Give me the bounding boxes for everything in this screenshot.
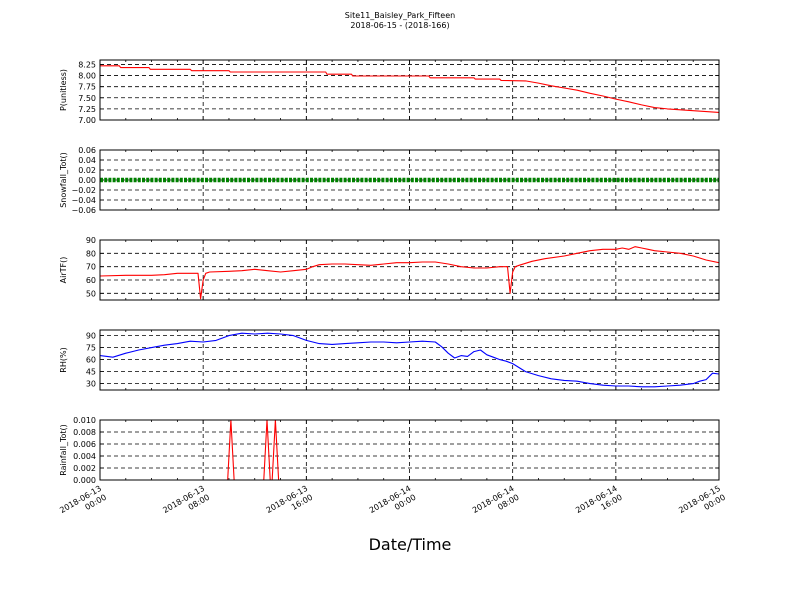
series-line (100, 65, 719, 113)
y-tick-label: 0.04 (78, 156, 96, 165)
y-axis-label: Rainfall_Tot() (59, 424, 68, 476)
y-tick-label: 90 (86, 236, 96, 245)
y-tick-label: 90 (86, 332, 96, 341)
y-tick-label: 0.002 (73, 464, 96, 473)
series-line (100, 332, 719, 388)
y-tick-label: −0.06 (71, 206, 96, 215)
y-tick-label: 0.010 (73, 416, 96, 425)
x-axis-label: Date/Time (369, 535, 452, 554)
subplot-panels: 7.00 7.25 7.50 7.75 8.00 8.25 P(unitless) −0.06… (59, 59, 720, 485)
y-tick-label: 0.02 (78, 166, 96, 175)
y-tick-label: 8.00 (78, 72, 96, 81)
y-axis-label: RH(%) (59, 347, 68, 372)
y-tick-label: 7.00 (78, 116, 96, 125)
y-axis-label: Snowfall_Tot() (59, 152, 68, 208)
series-line (100, 420, 719, 480)
y-tick-label: 45 (86, 368, 96, 377)
subplot-1: 7.00 7.25 7.50 7.75 8.00 8.25 P(unitless) (59, 59, 720, 125)
y-tick-label: 70 (86, 263, 96, 272)
y-tick-label: −0.02 (71, 186, 96, 195)
y-tick-label: 30 (86, 380, 96, 389)
subplot-4: 30 45 60 75 90 RH(%) (59, 329, 720, 391)
subplot-2: −0.06−0.04−0.020.000.020.040.06 Snowfall_… (59, 146, 720, 215)
y-tick-label: 0.000 (73, 476, 96, 485)
y-tick-label: 60 (86, 356, 96, 365)
y-tick-label: −0.04 (71, 196, 96, 205)
y-tick-label: 0.06 (78, 146, 96, 155)
subplot-5: 0.000 0.002 0.004 0.006 0.008 0.010 Rainfall_T… (59, 416, 720, 485)
series-line (100, 246, 719, 300)
y-tick-label: 75 (86, 344, 96, 353)
y-tick-label: 0.006 (73, 440, 96, 449)
y-tick-label: 80 (86, 249, 96, 258)
y-tick-label: 50 (86, 289, 96, 298)
y-tick-label: 7.25 (78, 105, 96, 114)
subplot-3: 50 60 70 80 90 AirTF() (59, 236, 720, 301)
plot-frame (99, 419, 720, 481)
figure-title-line1: Site11_Baisley_Park_Fifteen (345, 11, 455, 20)
plot-frame (99, 149, 720, 211)
y-tick-label: 0.008 (73, 428, 96, 437)
y-tick-label: 0.004 (73, 452, 96, 461)
y-tick-label: 8.25 (78, 60, 96, 69)
plot-frame (99, 329, 720, 391)
y-tick-label: 7.50 (78, 94, 96, 103)
y-tick-label: 7.75 (78, 83, 96, 92)
y-axis-label: AirTF() (59, 257, 68, 284)
y-axis-label: P(unitless) (59, 69, 68, 111)
plot-frame (99, 59, 720, 121)
y-tick-label: 0.00 (78, 176, 96, 185)
figure-title-line2: 2018-06-15 - (2018-166) (350, 21, 449, 30)
plot-frame (99, 239, 720, 301)
y-tick-label: 60 (86, 276, 96, 285)
